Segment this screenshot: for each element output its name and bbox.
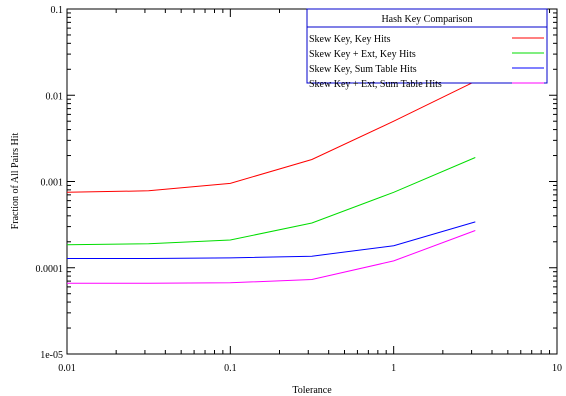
- series-layer: [66, 80, 476, 284]
- series-line: [66, 80, 476, 193]
- series-line: [67, 221, 476, 259]
- y-tick-label: 0.0001: [36, 264, 64, 275]
- x-tick-label: 0.1: [224, 363, 237, 374]
- y-tick-label: 1e-05: [40, 350, 63, 361]
- legend-entry-label: Skew Key + Ext, Key Hits: [309, 49, 416, 60]
- y-tick-label: 0.1: [51, 5, 64, 16]
- x-tick-label: 10: [552, 363, 562, 374]
- y-tick-label: 0.01: [46, 91, 64, 102]
- series-line: [67, 230, 476, 284]
- legend-entry-label: Skew Key, Key Hits: [309, 34, 391, 45]
- legend: Hash Key Comparison Skew Key, Key HitsSk…: [306, 8, 548, 90]
- y-tick-label: 0.001: [41, 178, 64, 189]
- legend-title: Hash Key Comparison: [381, 14, 472, 25]
- x-tick-label: 0.01: [58, 363, 76, 374]
- y-axis-label: Fraction of All Pairs Hit: [10, 132, 21, 229]
- legend-box: [306, 8, 548, 84]
- legend-entry-label: Skew Key, Sum Table Hits: [309, 64, 417, 75]
- x-axis-label: Tolerance: [292, 385, 332, 396]
- legend-entries: Skew Key, Key Hits Skew Key + Ext, Key Hi…: [309, 34, 544, 90]
- series-line: [66, 157, 476, 246]
- legend-entry-label: Skew Key + Ext, Sum Table Hits: [309, 79, 442, 90]
- x-tick-label: 1: [391, 363, 396, 374]
